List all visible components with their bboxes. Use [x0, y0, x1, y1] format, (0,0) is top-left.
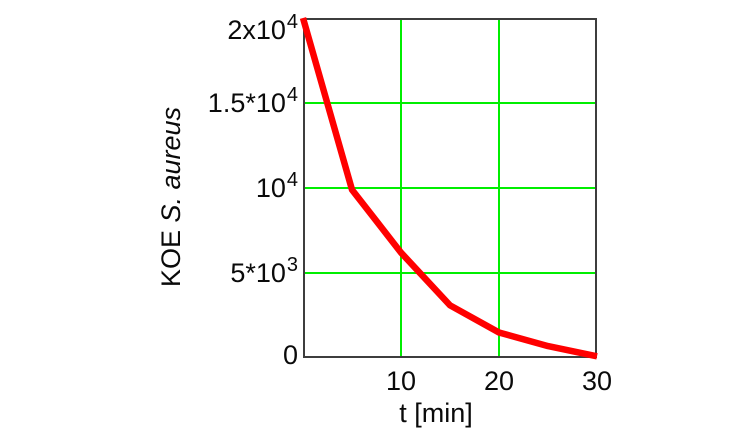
y-tick-exponent: 4	[286, 84, 298, 106]
y-tick-exponent: 4	[286, 11, 298, 33]
y-tick-mantissa: 10	[255, 173, 286, 203]
x-tick-label: 20	[483, 366, 515, 396]
y-tick-mantissa: 0	[282, 340, 298, 370]
x-axis-title: t [min]	[399, 398, 473, 428]
y-tick-label: 2x104	[138, 11, 298, 50]
y-axis-title: KOE S. aureus	[155, 87, 187, 307]
y-tick-label: 0	[138, 338, 298, 372]
y-tick-mantissa: 1.5*10	[207, 88, 286, 118]
plot-area	[299, 17, 598, 360]
y-tick-mantissa: 5*10	[230, 258, 286, 288]
x-tick-label: 30	[581, 366, 613, 396]
y-tick-label: 104	[138, 169, 298, 208]
x-tick-label: 10	[385, 366, 417, 396]
y-tick-exponent: 3	[286, 254, 298, 276]
plot-frame	[303, 18, 597, 358]
data-curve	[299, 17, 598, 360]
y-axis-title-regular: KOE	[156, 222, 186, 288]
y-tick-mantissa: 2x10	[227, 15, 286, 45]
y-tick-label: 1.5*104	[138, 84, 298, 123]
y-axis-title-italic: S. aureus	[156, 106, 186, 223]
y-tick-label: 5*103	[138, 254, 298, 293]
y-tick-exponent: 4	[286, 169, 298, 191]
